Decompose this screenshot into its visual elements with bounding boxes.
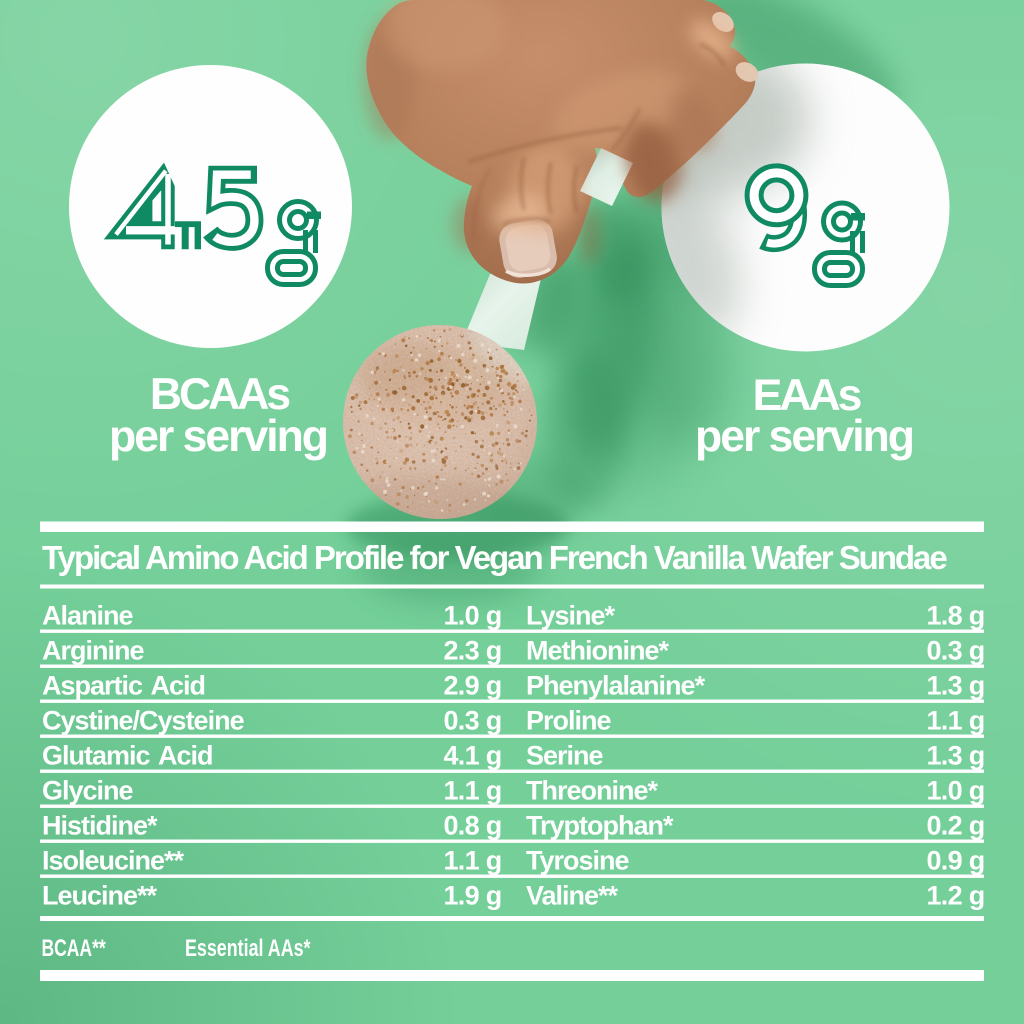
svg-text:0.8 g: 0.8 g (443, 811, 501, 841)
svg-text:Phenylalanine*: Phenylalanine* (526, 671, 706, 701)
svg-text:per serving: per serving (695, 412, 913, 461)
svg-text:Tryptophan*: Tryptophan* (526, 811, 674, 841)
svg-text:1.3 g: 1.3 g (926, 671, 984, 701)
svg-text:Cystine/Cysteine: Cystine/Cysteine (42, 706, 245, 736)
svg-text:Typical Amino Acid Profile for: Typical Amino Acid Profile for Vegan Fre… (42, 539, 947, 576)
svg-text:4.1 g: 4.1 g (443, 741, 501, 771)
svg-text:0.3 g: 0.3 g (443, 706, 501, 736)
svg-text:Arginine: Arginine (42, 636, 144, 666)
svg-text:1.0 g: 1.0 g (926, 776, 984, 806)
svg-text:Threonine*: Threonine* (526, 776, 659, 806)
svg-text:Tyrosine: Tyrosine (526, 846, 630, 876)
svg-text:Essential AAs*: Essential AAs* (185, 936, 311, 962)
svg-text:EAAs: EAAs (753, 371, 861, 420)
svg-text:Glycine: Glycine (42, 776, 134, 806)
svg-text:Lysine*: Lysine* (526, 601, 616, 631)
svg-text:per serving: per serving (109, 412, 327, 461)
svg-text:BCAA**: BCAA** (42, 935, 107, 961)
svg-text:1.1 g: 1.1 g (443, 776, 501, 806)
svg-text:Aspartic Acid: Aspartic Acid (42, 671, 205, 701)
svg-text:1.1 g: 1.1 g (443, 846, 501, 876)
svg-text:0.9 g: 0.9 g (926, 846, 984, 876)
svg-text:Proline: Proline (526, 706, 612, 736)
svg-text:1.9 g: 1.9 g (443, 881, 501, 911)
svg-text:1.3 g: 1.3 g (926, 741, 984, 771)
svg-text:1.2 g: 1.2 g (926, 881, 984, 911)
svg-text:Isoleucine**: Isoleucine** (42, 846, 185, 876)
svg-text:BCAAs: BCAAs (150, 370, 290, 419)
svg-text:Valine**: Valine** (526, 881, 619, 911)
svg-text:2.3 g: 2.3 g (443, 636, 501, 666)
svg-text:1.8 g: 1.8 g (926, 601, 984, 631)
svg-text:1.1 g: 1.1 g (926, 706, 984, 736)
svg-text:0.3 g: 0.3 g (926, 636, 984, 666)
svg-text:Serine: Serine (526, 741, 604, 771)
svg-text:0.2 g: 0.2 g (926, 811, 984, 841)
svg-text:Histidine*: Histidine* (42, 811, 158, 841)
svg-text:Alanine: Alanine (42, 601, 134, 631)
svg-text:2.9 g: 2.9 g (443, 671, 501, 701)
svg-text:Glutamic Acid: Glutamic Acid (42, 741, 213, 771)
svg-text:Methionine*: Methionine* (526, 636, 669, 666)
svg-text:1.0 g: 1.0 g (443, 601, 501, 631)
svg-text:Leucine**: Leucine** (42, 881, 158, 911)
